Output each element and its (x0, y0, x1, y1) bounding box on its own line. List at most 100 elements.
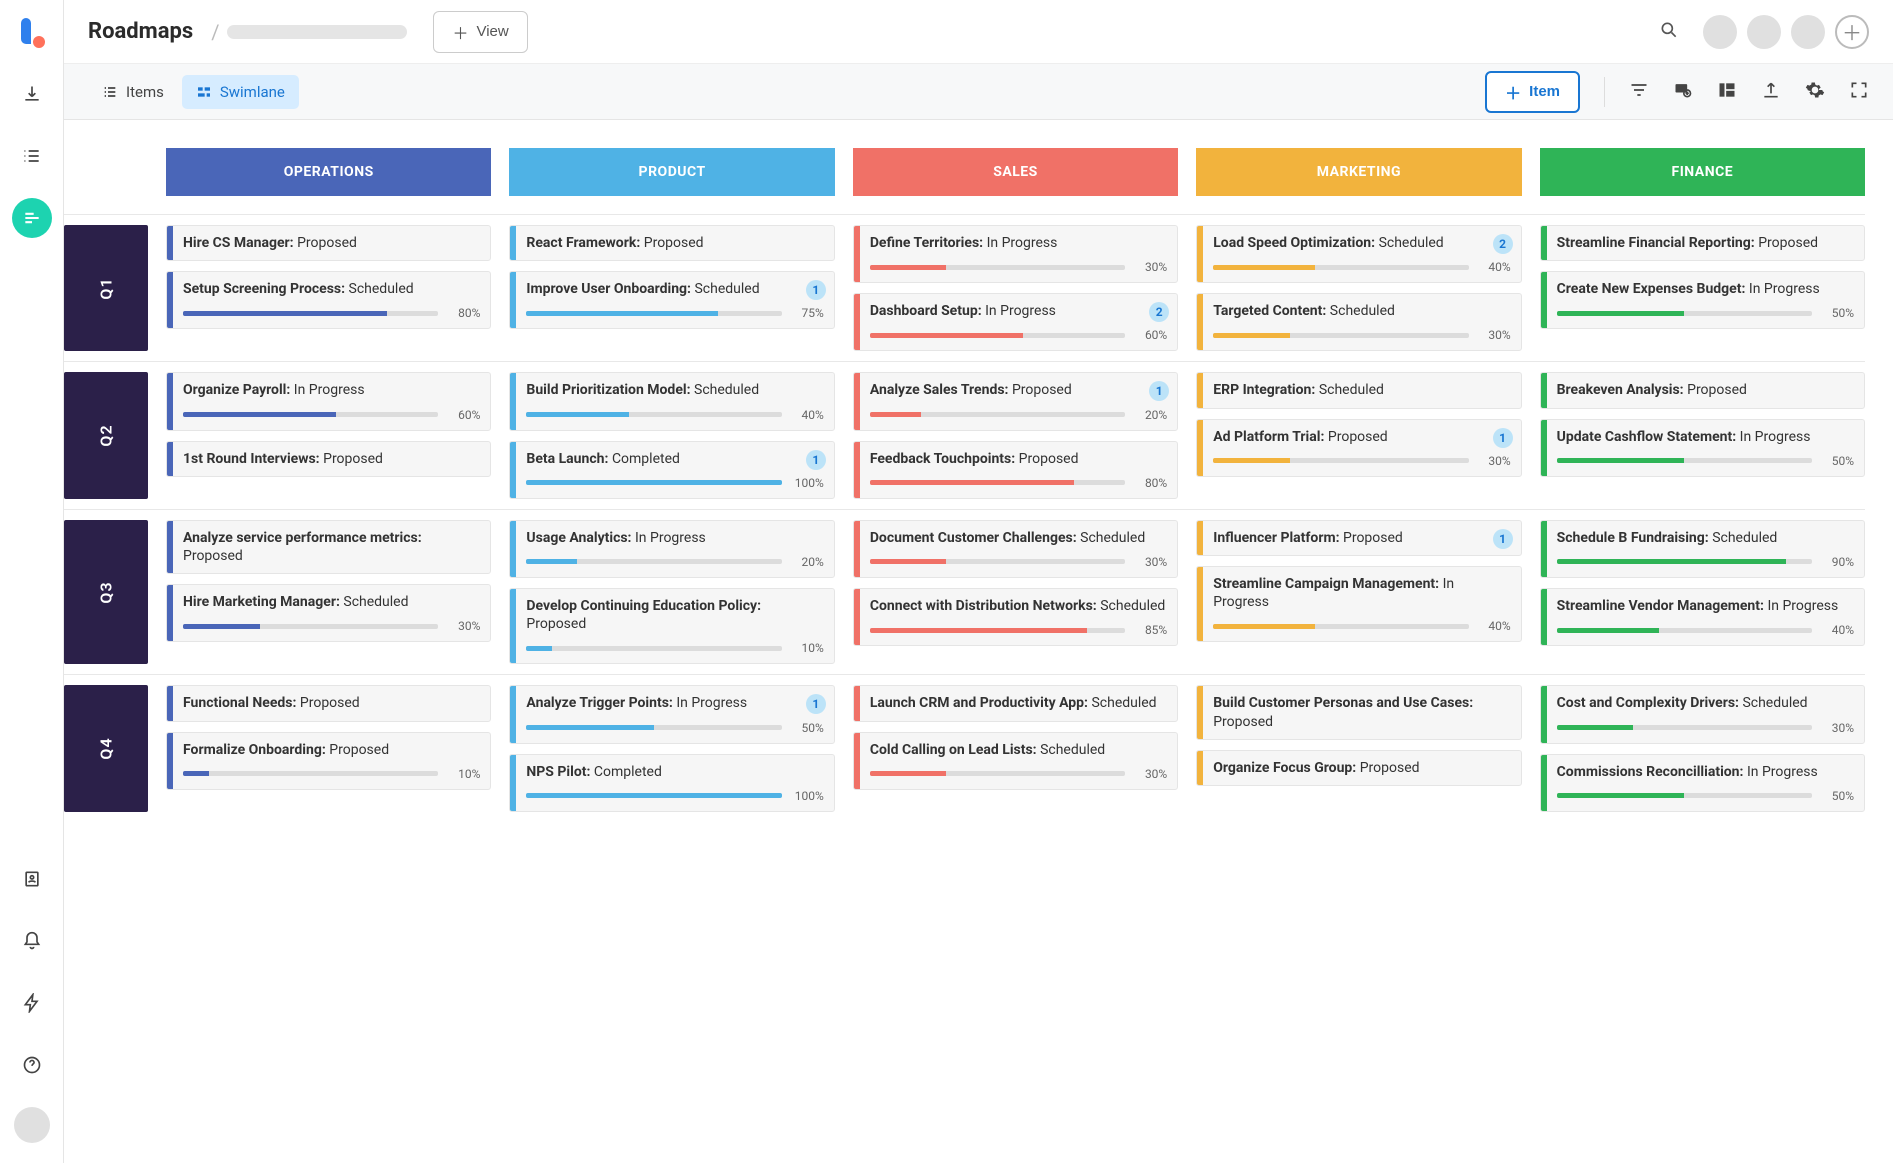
roadmap-card[interactable]: Update Cashflow Statement: In Progress50… (1540, 419, 1865, 477)
card-title: Cold Calling on Lead Lists: Scheduled (870, 741, 1167, 759)
card-title: Organize Payroll: In Progress (183, 381, 480, 399)
expand-icon[interactable] (1849, 80, 1869, 104)
roadmap-card[interactable]: Analyze service performance metrics: Pro… (166, 520, 491, 574)
progress-label: 10% (446, 767, 480, 781)
roadmap-card[interactable]: Dashboard Setup: In Progress60%2 (853, 293, 1178, 351)
card-title: Cost and Complexity Drivers: Scheduled (1557, 694, 1854, 712)
roadmap-card[interactable]: Connect with Distribution Networks: Sche… (853, 588, 1178, 646)
bolt-icon[interactable] (12, 983, 52, 1023)
layout-icon[interactable] (1717, 80, 1737, 104)
progress-label: 30% (1477, 328, 1511, 342)
help-icon[interactable] (12, 1045, 52, 1085)
column-header[interactable]: SALES (853, 148, 1178, 196)
toolbar: Items Swimlane ＋ Item (64, 64, 1893, 120)
export-icon[interactable] (1761, 80, 1781, 104)
row-label: Q4 (64, 685, 148, 811)
roadmap-card[interactable]: Launch CRM and Productivity App: Schedul… (853, 685, 1178, 721)
progress-label: 50% (1820, 306, 1854, 320)
roadmap-card[interactable]: Usage Analytics: In Progress20% (509, 520, 834, 578)
roadmap-card[interactable]: Commissions Reconcilliation: In Progress… (1540, 754, 1865, 812)
roadmap-card[interactable]: Breakeven Analysis: Proposed (1540, 372, 1865, 408)
count-badge: 1 (806, 280, 826, 300)
search-icon[interactable] (1659, 20, 1679, 44)
card-title: ERP Integration: Scheduled (1213, 381, 1510, 399)
card-title: Streamline Campaign Management: In Progr… (1213, 575, 1510, 611)
progress-label: 50% (790, 721, 824, 735)
roadmap-card[interactable]: Hire CS Manager: Proposed (166, 225, 491, 261)
roadmap-card[interactable]: Improve User Onboarding: Scheduled75%1 (509, 271, 834, 329)
roadmap-card[interactable]: Functional Needs: Proposed (166, 685, 491, 721)
column-header[interactable]: PRODUCT (509, 148, 834, 196)
progress-label: 20% (790, 555, 824, 569)
roadmap-card[interactable]: Streamline Financial Reporting: Proposed (1540, 225, 1865, 261)
avatar-2[interactable] (1747, 15, 1781, 49)
roadmap-card[interactable]: Beta Launch: Completed100%1 (509, 441, 834, 499)
roadmap-card[interactable]: Create New Expenses Budget: In Progress 5… (1540, 271, 1865, 329)
roadmap-card[interactable]: Influencer Platform: Proposed1 (1196, 520, 1521, 556)
roadmap-card[interactable]: NPS Pilot: Completed100% (509, 754, 834, 812)
roadmap-card[interactable]: 1st Round Interviews: Proposed (166, 441, 491, 477)
roadmap-card[interactable]: Organize Payroll: In Progress 60% (166, 372, 491, 430)
roadmap-card[interactable]: Targeted Content: Scheduled30% (1196, 293, 1521, 351)
view-button[interactable]: ＋ View (433, 11, 527, 53)
roadmap-card[interactable]: Cost and Complexity Drivers: Scheduled 30… (1540, 685, 1865, 743)
roadmap-card[interactable]: Hire Marketing Manager: Scheduled30% (166, 584, 491, 642)
roadmap-card[interactable]: Develop Continuing Education Policy: Pro… (509, 588, 834, 664)
card-title: Create New Expenses Budget: In Progress (1557, 280, 1854, 298)
count-badge: 1 (806, 450, 826, 470)
card-title: Formalize Onboarding: Proposed (183, 741, 480, 759)
card-title: Dashboard Setup: In Progress (870, 302, 1167, 320)
tab-swimlane[interactable]: Swimlane (182, 75, 299, 109)
roadmap-card[interactable]: React Framework: Proposed (509, 225, 834, 261)
bell-icon[interactable] (12, 921, 52, 961)
filter-icon[interactable] (1629, 80, 1649, 104)
card-title: Analyze service performance metrics: Pro… (183, 529, 480, 565)
progress-label: 60% (446, 408, 480, 422)
user-avatar[interactable] (14, 1107, 50, 1143)
card-title: Hire CS Manager: Proposed (183, 234, 480, 252)
card-title: Update Cashflow Statement: In Progress (1557, 428, 1854, 446)
card-title: Document Customer Challenges: Scheduled (870, 529, 1167, 547)
roadmap-card[interactable]: Streamline Vendor Management: In Progres… (1540, 588, 1865, 646)
column-header[interactable]: OPERATIONS (166, 148, 491, 196)
roadmap-card[interactable]: Setup Screening Process: Scheduled80% (166, 271, 491, 329)
avatar-1[interactable] (1703, 15, 1737, 49)
roadmap-card[interactable]: Document Customer Challenges: Scheduled3… (853, 520, 1178, 578)
link-icon[interactable] (1673, 80, 1693, 104)
column-header[interactable]: MARKETING (1196, 148, 1521, 196)
roadmap-card[interactable]: Build Customer Personas and Use Cases: P… (1196, 685, 1521, 739)
roadmap-card[interactable]: Define Territories: In Progress30% (853, 225, 1178, 283)
progress-label: 75% (790, 306, 824, 320)
roadmap-card[interactable]: Ad Platform Trial: Proposed30%1 (1196, 419, 1521, 477)
roadmap-card[interactable]: Feedback Touchpoints: Proposed80% (853, 441, 1178, 499)
roadmap-card[interactable]: Load Speed Optimization: Scheduled40%2 (1196, 225, 1521, 283)
roadmap-card[interactable]: ERP Integration: Scheduled (1196, 372, 1521, 408)
app-logo[interactable] (17, 18, 47, 48)
roadmap-card[interactable]: Streamline Campaign Management: In Progr… (1196, 566, 1521, 642)
roadmap-card[interactable]: Analyze Trigger Points: In Progress50%1 (509, 685, 834, 743)
column-header[interactable]: FINANCE (1540, 148, 1865, 196)
card-title: Breakeven Analysis: Proposed (1557, 381, 1854, 399)
download-icon[interactable] (12, 74, 52, 114)
roadmap-card[interactable]: Formalize Onboarding: Proposed 10% (166, 732, 491, 790)
add-item-button[interactable]: ＋ Item (1485, 71, 1580, 113)
progress-label: 30% (1820, 721, 1854, 735)
contacts-icon[interactable] (12, 859, 52, 899)
add-member-button[interactable]: ＋ (1835, 15, 1869, 49)
list-icon[interactable] (12, 136, 52, 176)
card-title: Connect with Distribution Networks: Sche… (870, 597, 1167, 615)
roadmap-icon[interactable] (12, 198, 52, 238)
roadmap-card[interactable]: Cold Calling on Lead Lists: Scheduled30% (853, 732, 1178, 790)
progress-label: 100% (790, 476, 824, 490)
roadmap-card[interactable]: Analyze Sales Trends: Proposed20%1 (853, 372, 1178, 430)
roadmap-card[interactable]: Build Prioritization Model: Scheduled40% (509, 372, 834, 430)
tab-items[interactable]: Items (88, 75, 178, 109)
card-title: NPS Pilot: Completed (526, 763, 823, 781)
roadmap-card[interactable]: Schedule B Fundraising: Scheduled90% (1540, 520, 1865, 578)
breadcrumb-placeholder[interactable] (227, 25, 407, 39)
card-title: Functional Needs: Proposed (183, 694, 480, 712)
gear-icon[interactable] (1805, 80, 1825, 104)
roadmap-card[interactable]: Organize Focus Group: Proposed (1196, 750, 1521, 786)
card-title: Build Prioritization Model: Scheduled (526, 381, 823, 399)
avatar-3[interactable] (1791, 15, 1825, 49)
